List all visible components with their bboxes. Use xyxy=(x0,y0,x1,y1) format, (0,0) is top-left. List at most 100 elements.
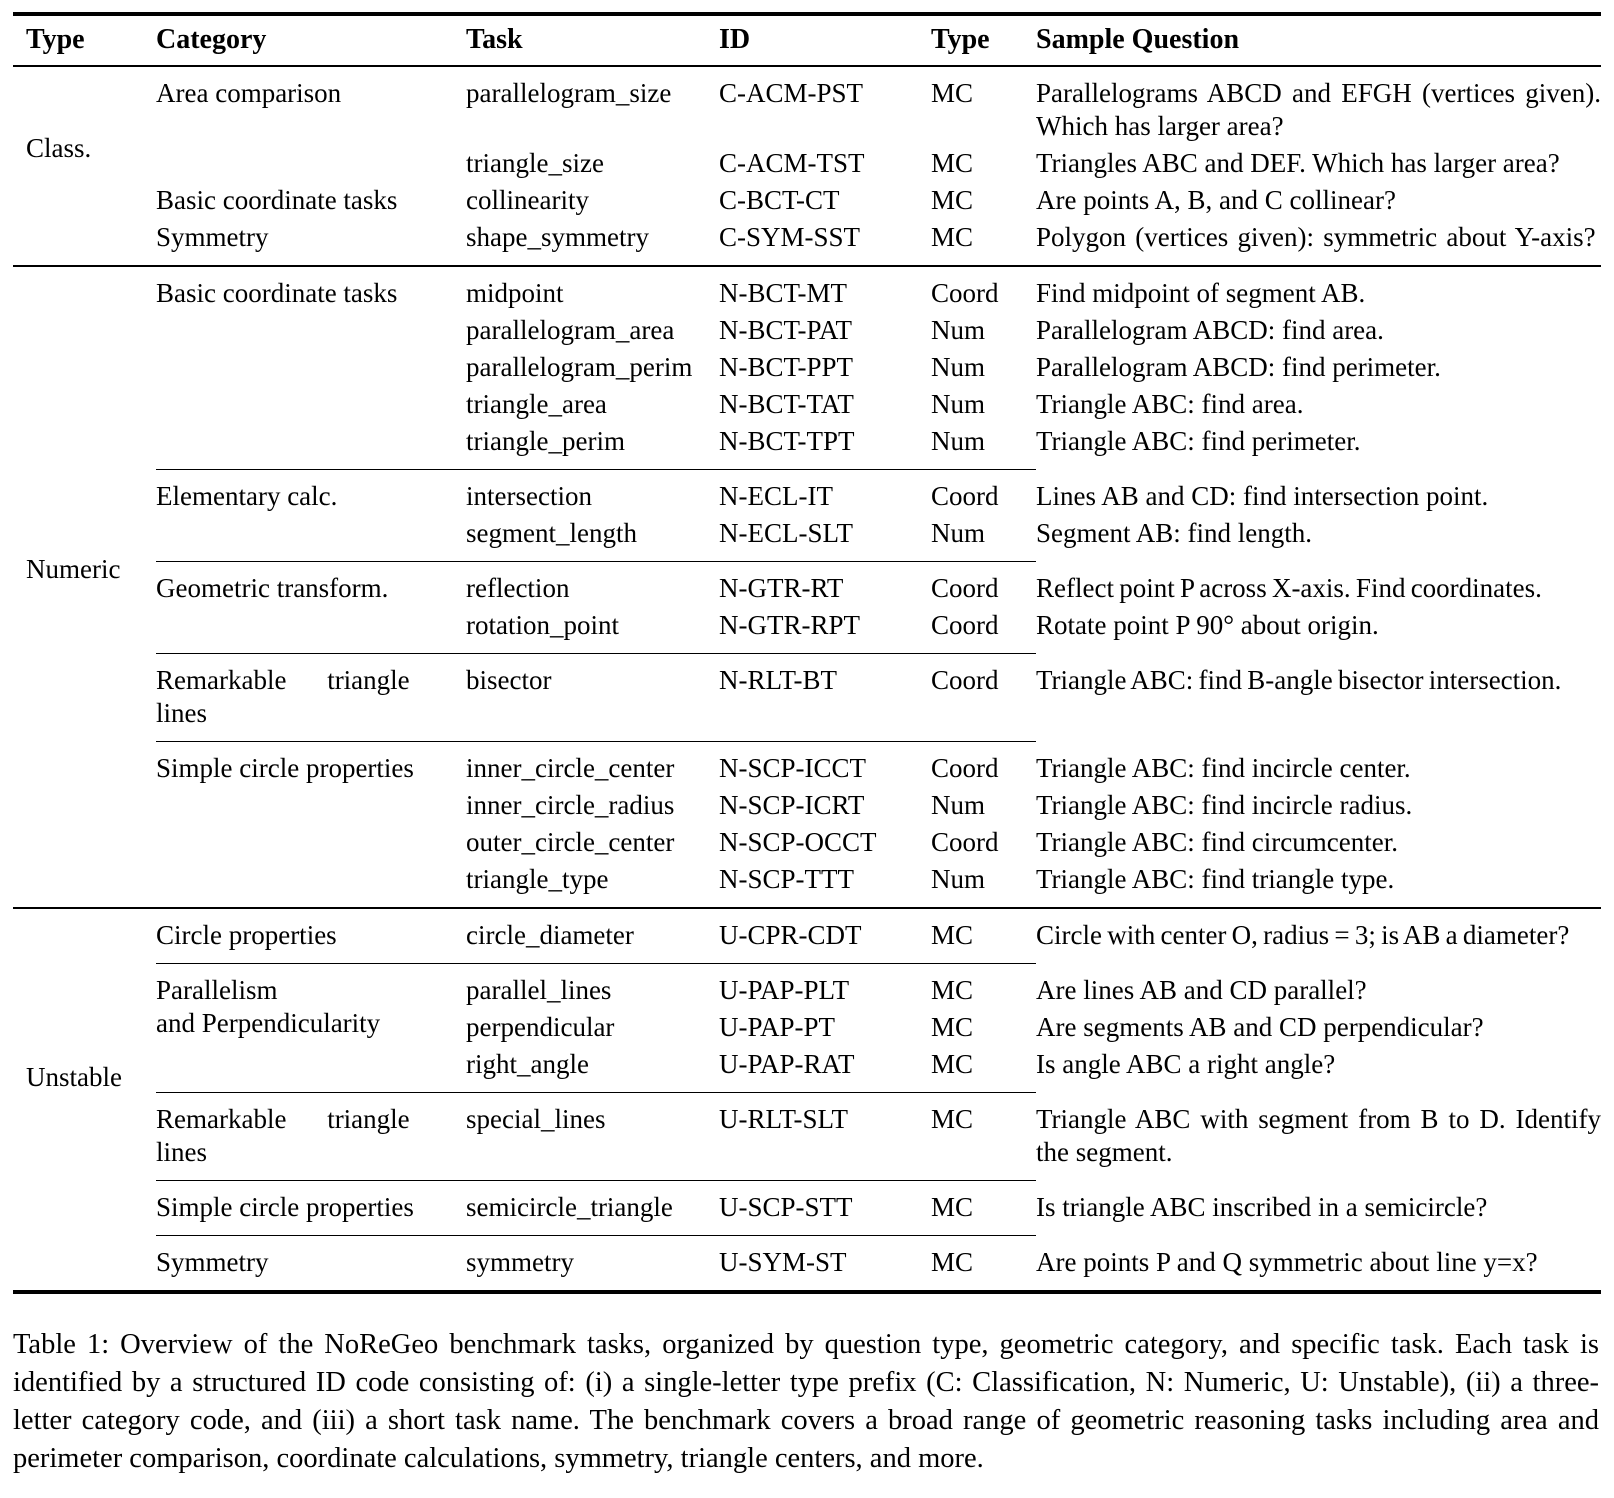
id-cell: N-SCP-ICRT xyxy=(719,790,865,820)
question-cell: Triangle ABC: find incircle radius. xyxy=(1036,790,1413,820)
id-cell: N-BCT-TAT xyxy=(719,389,854,419)
id-cell: U-PAP-RAT xyxy=(719,1049,855,1079)
table-row: triangle_perim N-BCT-TPT Num Triangle AB… xyxy=(13,423,1601,470)
question-cell: Are points A, B, and C collinear? xyxy=(1036,185,1396,215)
qtype-cell: Coord xyxy=(931,265,1036,312)
qtype-cell: MC xyxy=(931,907,1036,964)
task-cell: special_lines xyxy=(466,1092,719,1181)
qtype-cell: MC xyxy=(931,1235,1036,1292)
header-qtype: Type xyxy=(931,14,1036,67)
question-cell: Find midpoint of segment AB. xyxy=(1036,265,1601,312)
question-cell: Parallelograms ABCD and EFGH (vertices g… xyxy=(1036,65,1601,145)
question-cell: Parallelogram ABCD: find perimeter. xyxy=(1036,352,1441,382)
benchmark-table: Type Category Task ID Type Sample Questi… xyxy=(13,12,1601,1294)
task-cell: segment_length xyxy=(466,518,637,548)
table-row: Remarkable triangle lines bisector N-RLT… xyxy=(13,653,1601,742)
task-cell: perpendicular xyxy=(466,1012,615,1042)
table-row: Geometric transform. reflection N-GTR-RT… xyxy=(13,561,1601,654)
table-row: Simple circle properties semicircle_tria… xyxy=(13,1180,1601,1236)
qtype-cell: MC xyxy=(931,963,1036,1009)
table-row: Symmetry symmetry U-SYM-ST MC Are points… xyxy=(13,1235,1601,1292)
id-cell: N-ECL-IT xyxy=(719,469,931,515)
id-cell: N-BCT-MT xyxy=(719,265,931,312)
qtype-cell: MC xyxy=(931,1012,974,1042)
table-row: Elementary calc. intersection N-ECL-IT C… xyxy=(13,469,1601,562)
qtype-cell: MC xyxy=(931,185,974,215)
qtype-cell: Num xyxy=(931,864,985,894)
qtype-cell: Num xyxy=(931,389,985,419)
table-row: right_angle U-PAP-RAT MC Is angle ABC a … xyxy=(13,1046,1601,1093)
task-cell: semicircle_triangle xyxy=(466,1180,719,1236)
table-row: inner_circle_radius N-SCP-ICRT Num Trian… xyxy=(13,787,1601,824)
question-cell: Triangle ABC: find circumcenter. xyxy=(1036,827,1398,857)
task-cell: parallelogram_size xyxy=(466,65,719,145)
type-cell: Numeric xyxy=(13,265,156,908)
qtype-cell: Coord xyxy=(931,741,1036,787)
id-cell: N-GTR-RT xyxy=(719,561,931,607)
question-cell: Triangles ABC and DEF. Which has larger … xyxy=(1036,148,1560,178)
question-cell: Triangle ABC: find triangle type. xyxy=(1036,864,1395,894)
header-type: Type xyxy=(13,14,156,67)
id-cell: U-PAP-PLT xyxy=(719,963,931,1009)
header-category: Category xyxy=(156,14,466,67)
table-row: Symmetry shape_symmetry C-SYM-SST MC Pol… xyxy=(13,219,1601,266)
category-cell: Remarkable triangle lines xyxy=(156,653,466,742)
id-cell: C-BCT-CT xyxy=(719,185,840,215)
type-cell: Unstable xyxy=(13,907,156,1292)
question-cell: Polygon (vertices given): symmetric abou… xyxy=(1036,222,1596,252)
category-cell: Elementary calc. xyxy=(156,469,466,562)
table-row: Unstable Circle properties circle_diamet… xyxy=(13,907,1601,1292)
header-sample-question: Sample Question xyxy=(1036,14,1601,67)
id-cell: N-RLT-BT xyxy=(719,653,931,742)
id-cell: C-ACM-TST xyxy=(719,148,865,178)
category-cell: Simple circle properties xyxy=(156,741,466,908)
task-cell: midpoint xyxy=(466,265,719,312)
id-cell: N-BCT-TPT xyxy=(719,426,855,456)
qtype-cell: Num xyxy=(931,790,985,820)
category-cell: Remarkable triangle lines xyxy=(156,1092,466,1181)
question-cell: Triangle ABC: find area. xyxy=(1036,389,1304,419)
table-row: triangle_area N-BCT-TAT Num Triangle ABC… xyxy=(13,386,1601,423)
table-row: Parallelism and Perpendicularity paralle… xyxy=(13,963,1601,1093)
question-cell: Segment AB: find length. xyxy=(1036,518,1312,548)
type-cell: Class. xyxy=(13,65,156,266)
type-label: Numeric xyxy=(26,553,121,584)
category-cell: Basic coordinate tasks xyxy=(156,265,466,470)
task-cell: shape_symmetry xyxy=(466,222,649,252)
question-cell: Parallelogram ABCD: find area. xyxy=(1036,315,1384,345)
id-cell: N-SCP-ICCT xyxy=(719,741,931,787)
table-row: Numeric Basic coordinate tasks midpoint … xyxy=(13,265,1601,908)
question-cell: Circle with center O, radius = 3; is AB … xyxy=(1036,907,1601,964)
table-row: Basic coordinate tasks collinearity C-BC… xyxy=(13,182,1601,219)
table-row: triangle_type N-SCP-TTT Num Triangle ABC… xyxy=(13,861,1601,908)
qtype-cell: Coord xyxy=(931,653,1036,742)
task-cell: collinearity xyxy=(466,185,589,215)
qtype-cell: Num xyxy=(931,426,985,456)
question-cell: Is angle ABC a right angle? xyxy=(1036,1049,1336,1079)
task-cell: symmetry xyxy=(466,1235,719,1292)
qtype-cell: Num xyxy=(931,518,985,548)
id-cell: U-CPR-CDT xyxy=(719,907,931,964)
qtype-cell: MC xyxy=(931,148,974,178)
task-cell: inner_circle_radius xyxy=(466,790,675,820)
question-cell: Triangle ABC: find B-angle bisector inte… xyxy=(1036,664,1562,695)
category-cell: Simple circle properties xyxy=(156,1180,466,1236)
qtype-cell: Coord xyxy=(931,469,1036,515)
id-cell: N-GTR-RPT xyxy=(719,610,860,640)
task-cell: triangle_perim xyxy=(466,426,625,456)
header-id: ID xyxy=(719,14,931,67)
qtype-cell: Coord xyxy=(931,827,999,857)
id-cell: N-BCT-PAT xyxy=(719,315,853,345)
question-cell: Are segments AB and CD perpendicular? xyxy=(1036,1012,1484,1042)
task-cell: reflection xyxy=(466,561,719,607)
table-caption: Table 1: Overview of the NoReGeo benchma… xyxy=(13,1329,1599,1474)
qtype-cell: MC xyxy=(931,1092,1036,1181)
task-cell: parallel_lines xyxy=(466,963,719,1009)
qtype-cell: MC xyxy=(931,1180,1036,1236)
question-cell: Reflect point P across X-axis. Find coor… xyxy=(1036,572,1542,603)
table-row: parallelogram_perim N-BCT-PPT Num Parall… xyxy=(13,349,1601,386)
id-cell: N-ECL-SLT xyxy=(719,518,853,548)
category-cell: Symmetry xyxy=(156,1235,466,1292)
category-cell: Parallelism and Perpendicularity xyxy=(156,963,466,1093)
